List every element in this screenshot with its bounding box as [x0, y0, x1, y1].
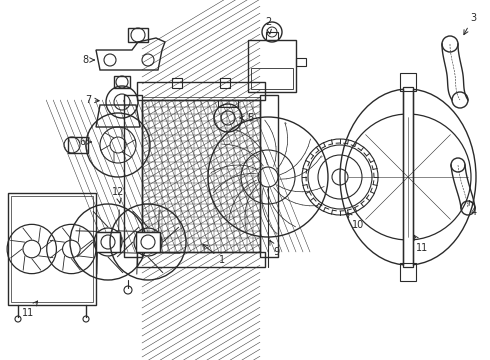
Text: 3: 3: [464, 13, 476, 35]
Text: 11: 11: [414, 235, 428, 253]
Bar: [400, 73, 416, 91]
Text: 5: 5: [240, 113, 253, 123]
Text: 6: 6: [79, 137, 91, 147]
Bar: [114, 76, 130, 88]
Text: 11: 11: [22, 301, 38, 318]
Bar: [96, 232, 120, 252]
Bar: [136, 232, 160, 252]
Bar: [403, 87, 413, 267]
Bar: [11, 196, 93, 302]
Bar: [96, 232, 120, 252]
Bar: [142, 100, 260, 252]
Text: 8: 8: [82, 55, 94, 65]
Bar: [8, 193, 96, 305]
Bar: [137, 82, 265, 100]
Bar: [266, 32, 278, 40]
Text: 9: 9: [270, 240, 279, 257]
Text: 7: 7: [85, 95, 99, 105]
Bar: [137, 252, 265, 267]
Text: 2: 2: [265, 17, 271, 34]
Bar: [218, 100, 238, 107]
Bar: [260, 95, 278, 257]
Bar: [248, 40, 296, 92]
Bar: [128, 28, 148, 42]
Bar: [172, 78, 182, 88]
Bar: [400, 263, 416, 281]
Bar: [68, 137, 88, 153]
Bar: [136, 232, 160, 252]
Text: 10: 10: [347, 213, 364, 230]
Bar: [296, 58, 306, 66]
Bar: [220, 78, 230, 88]
Text: 4: 4: [469, 201, 477, 217]
Text: 12: 12: [112, 187, 124, 203]
Bar: [124, 95, 142, 257]
Bar: [251, 68, 293, 89]
Text: 1: 1: [203, 244, 225, 265]
